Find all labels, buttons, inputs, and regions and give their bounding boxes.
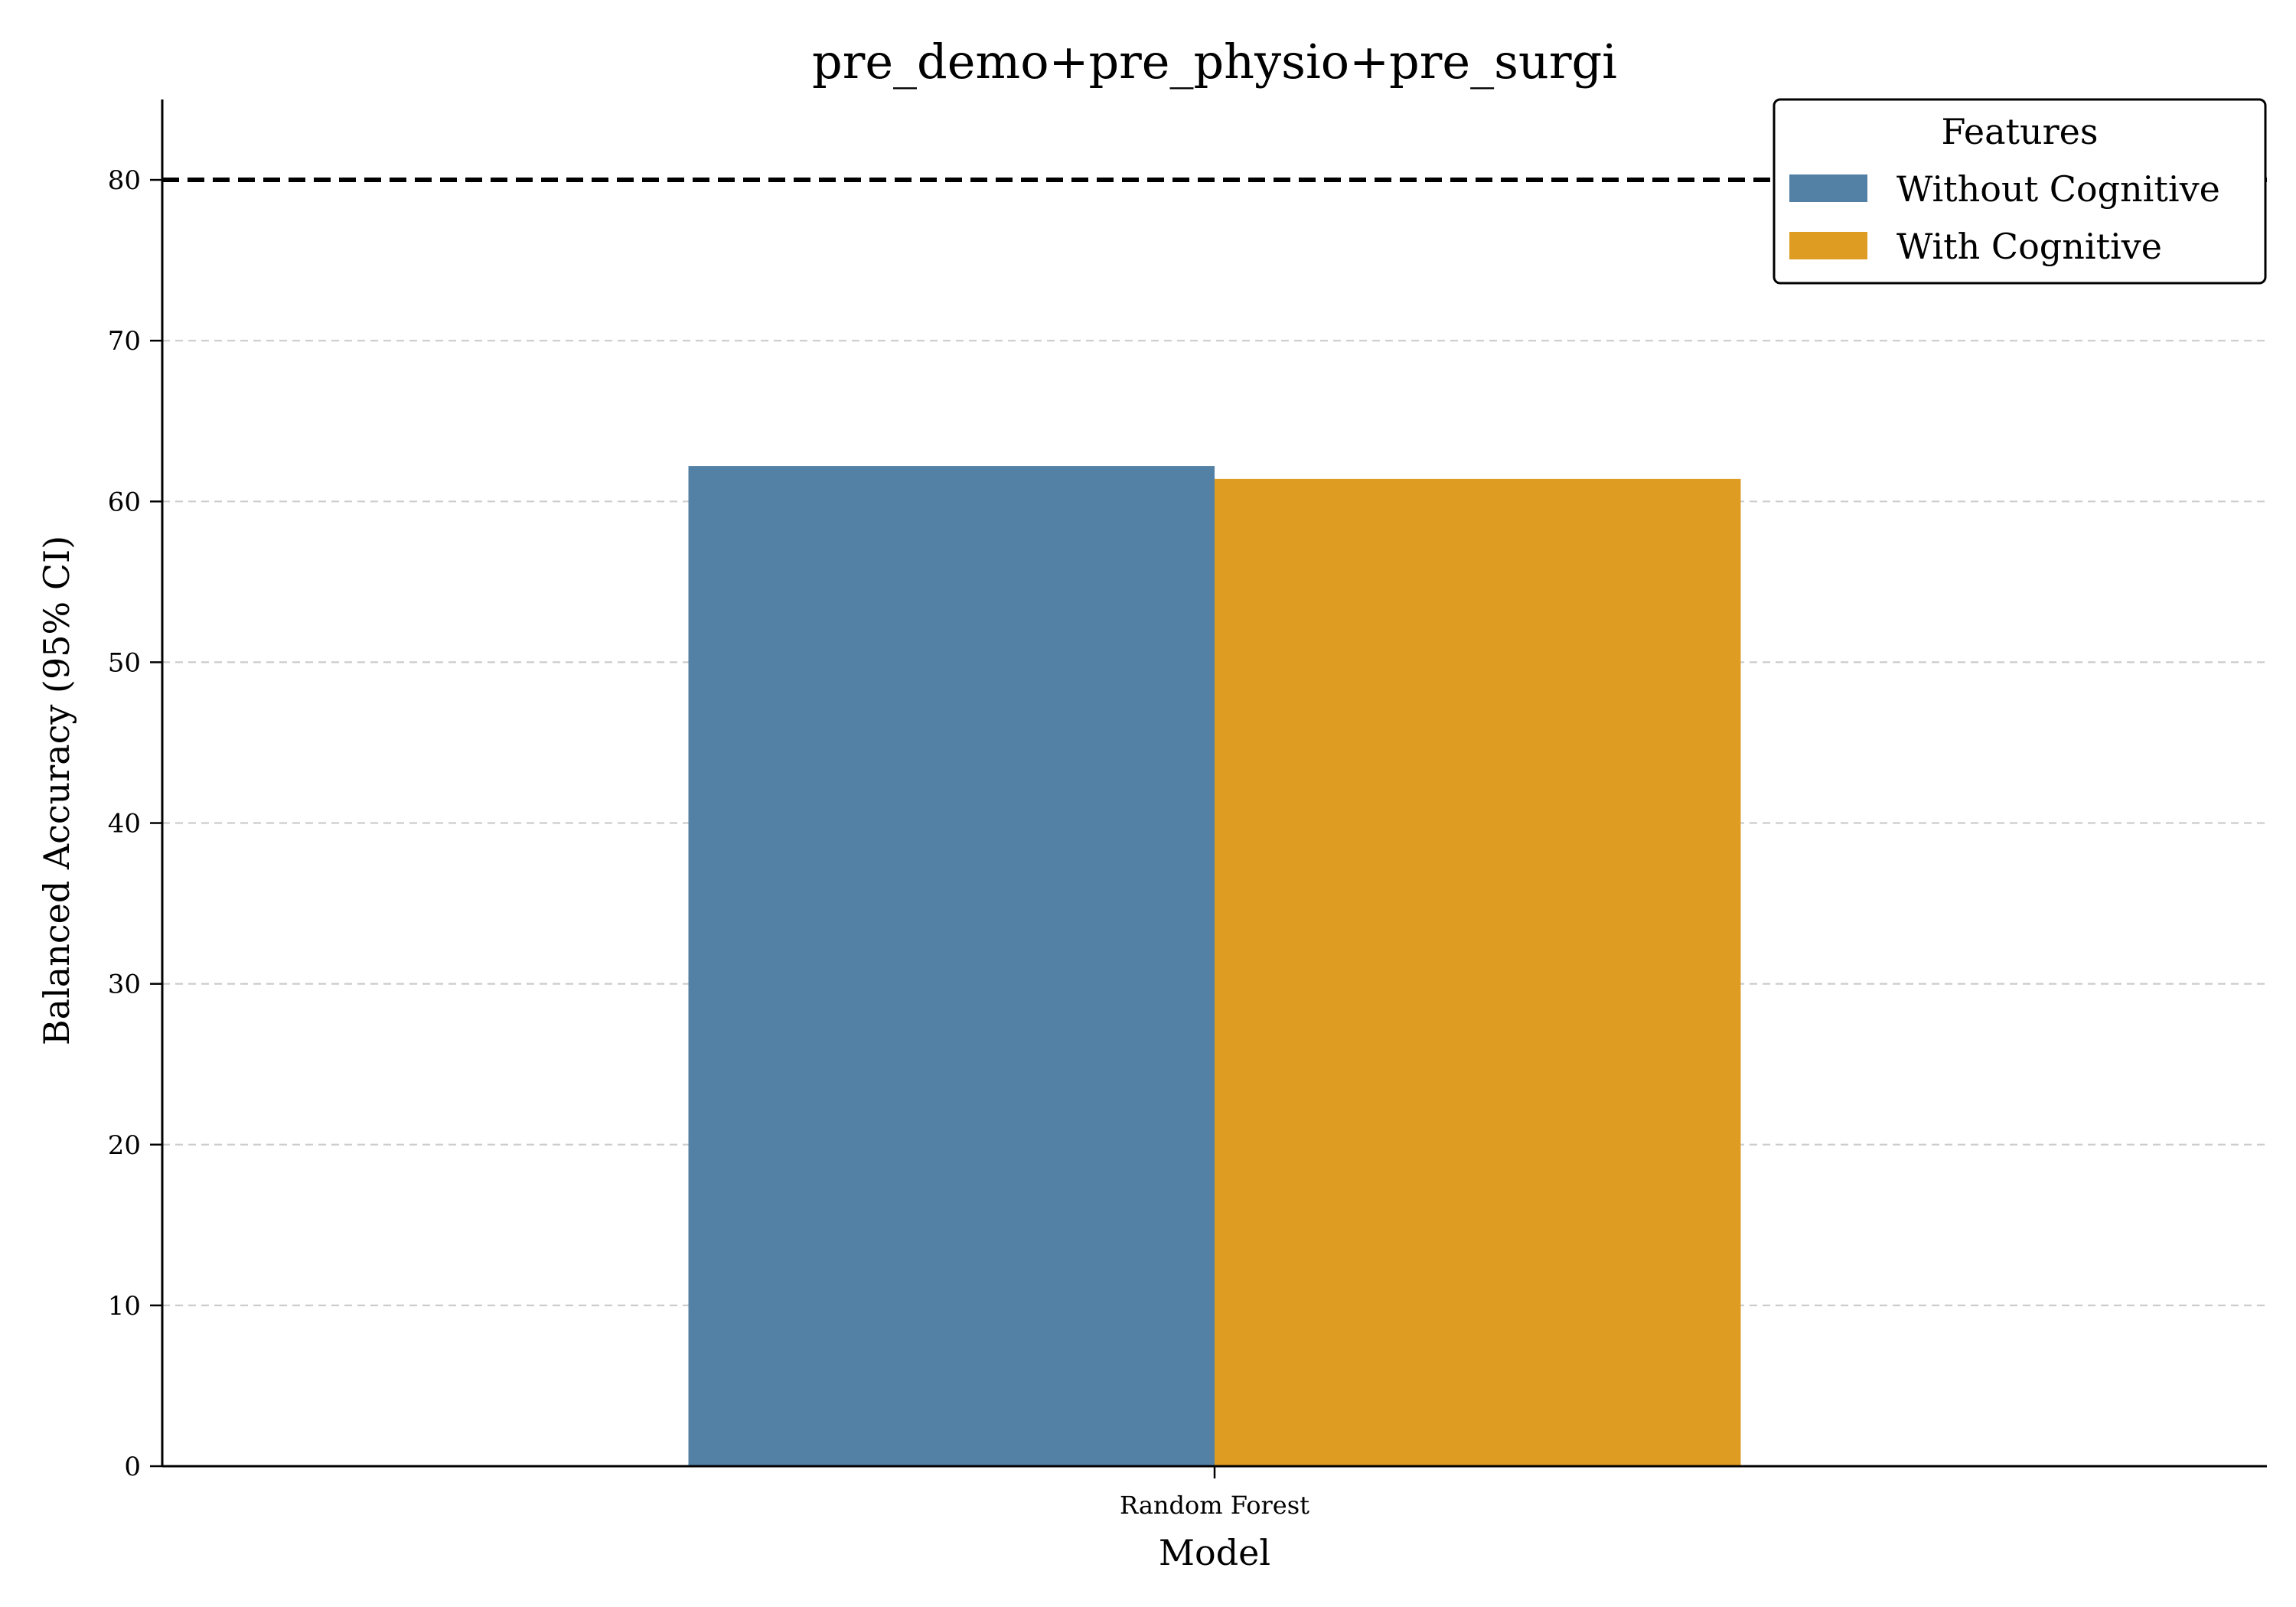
legend-frame xyxy=(1773,98,2267,285)
y-tick-label: 70 xyxy=(108,326,141,357)
legend-swatch-with-cognitive xyxy=(1789,232,1867,259)
y-tick-label: 10 xyxy=(108,1291,141,1322)
y-axis-label: Balanced Accuracy (95% CI) xyxy=(36,536,77,1045)
x-tick-label: Random Forest xyxy=(1120,1491,1309,1520)
legend-label-with-cognitive: With Cognitive xyxy=(1896,226,2162,267)
y-tick-label: 50 xyxy=(108,647,141,678)
chart-title: pre_demo+pre_physio+pre_surgi xyxy=(812,34,1617,90)
y-tick-label: 40 xyxy=(108,809,141,839)
legend: Features Without Cognitive With Cognitiv… xyxy=(1773,98,2267,285)
axes: 0 10 20 30 40 50 60 70 80 Random Forest xyxy=(108,99,2267,1520)
y-tick-label: 20 xyxy=(108,1130,141,1161)
bar-without-cognitive xyxy=(688,466,1215,1466)
legend-label-without-cognitive: Without Cognitive xyxy=(1896,168,2220,210)
y-tick-label: 60 xyxy=(108,487,141,517)
legend-swatch-without-cognitive xyxy=(1789,174,1867,202)
y-tick-label: 80 xyxy=(108,165,141,196)
bars xyxy=(688,466,1741,1466)
legend-title: Features xyxy=(1942,111,2099,152)
x-axis-label: Model xyxy=(1159,1532,1270,1573)
bar-with-cognitive xyxy=(1215,478,1741,1466)
y-tick-label: 0 xyxy=(124,1452,141,1482)
y-tick-label: 30 xyxy=(108,970,141,1000)
